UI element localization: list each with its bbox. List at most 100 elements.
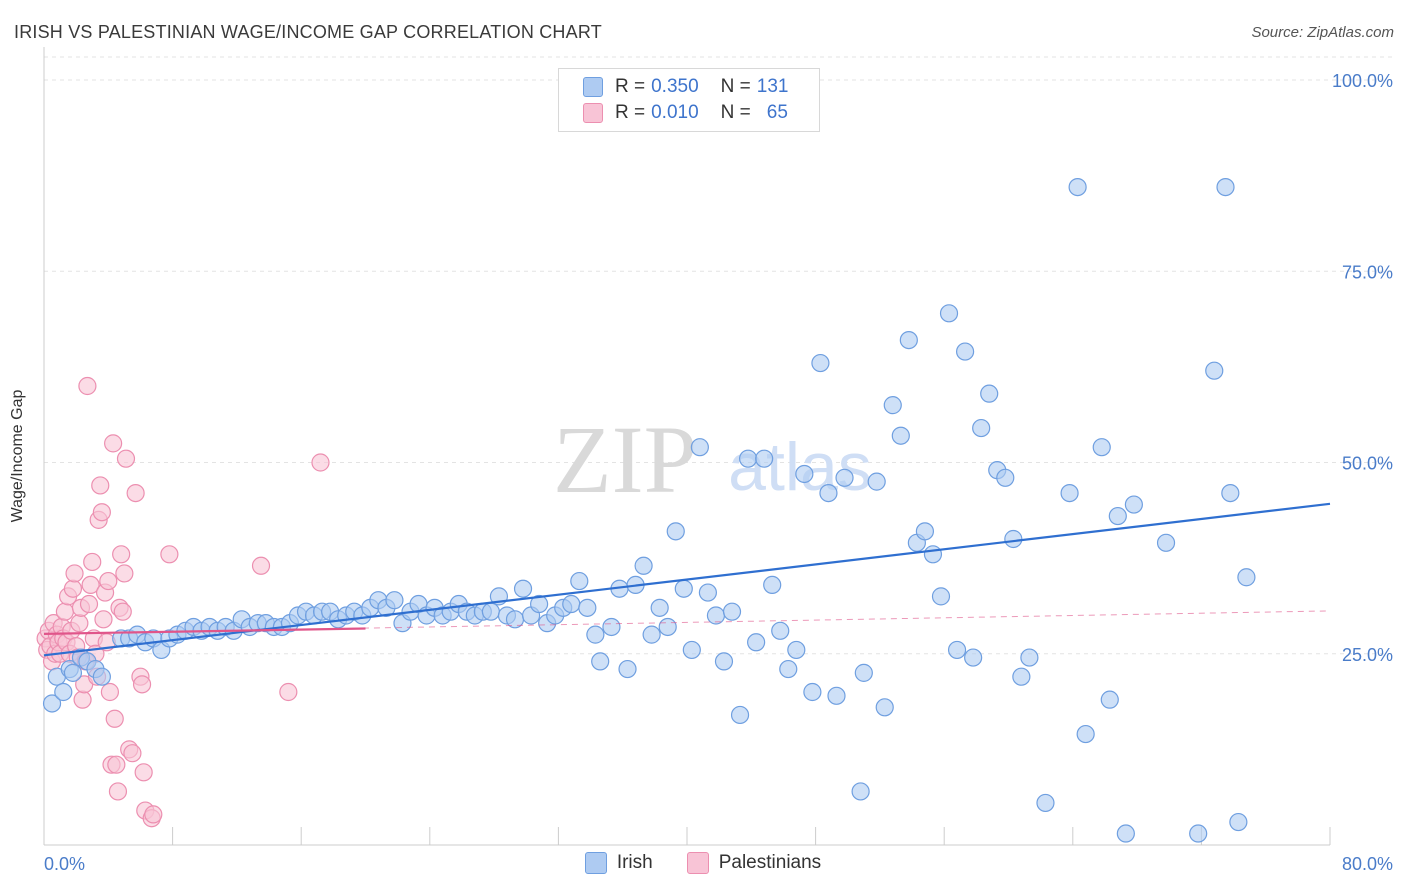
- irish-point: [682, 640, 701, 660]
- irish-point: [578, 598, 597, 617]
- irish-point: [811, 353, 830, 373]
- palestinians-point: [55, 602, 74, 621]
- palestinians-point: [160, 545, 179, 564]
- y-tick-label: 25.0%: [1342, 645, 1393, 665]
- irish-point: [923, 545, 943, 564]
- legend-r-value: 0.010: [651, 102, 699, 123]
- legend-n-label: N =: [720, 102, 751, 123]
- irish-point: [964, 648, 983, 667]
- x-tick-label: 80.0%: [1342, 854, 1393, 874]
- irish-point: [1124, 495, 1143, 514]
- legend-n-label: N =: [720, 76, 751, 97]
- irish-point: [1189, 824, 1208, 843]
- palestinians-point: [116, 449, 136, 468]
- irish-point: [92, 667, 111, 686]
- irish-point: [1068, 178, 1087, 197]
- legend-r-label: R =: [615, 102, 646, 123]
- irish-point: [1036, 793, 1055, 813]
- irish-point: [1116, 824, 1135, 843]
- palestinians-point: [94, 610, 113, 629]
- palestinians-points: [36, 376, 330, 828]
- irish-point: [666, 522, 685, 541]
- palestinians-point: [79, 594, 99, 614]
- palestinians-point: [134, 763, 153, 782]
- irish-point: [891, 426, 910, 445]
- irish-point: [803, 682, 822, 702]
- irish-point: [674, 579, 693, 598]
- palestinians-swatch: [686, 852, 709, 874]
- irish-point: [698, 583, 717, 602]
- legend-r-value: 0.350: [651, 76, 699, 97]
- irish-point: [771, 621, 790, 640]
- palestinians-point: [251, 556, 271, 575]
- irish-point: [690, 438, 709, 457]
- irish-point: [530, 594, 549, 614]
- irish-point: [747, 633, 766, 652]
- legend-row-palestinians: R = 0.010 N = 65: [583, 101, 788, 125]
- legend-item-palestinians[interactable]: Palestinians: [686, 852, 822, 874]
- palestinians-point: [132, 675, 152, 694]
- y-tick-label: 75.0%: [1342, 262, 1393, 282]
- series-legend: Irish Palestinians: [0, 852, 1406, 874]
- irish-point: [570, 571, 589, 591]
- palestinians-point: [279, 682, 298, 702]
- irish-point: [591, 652, 610, 671]
- palestinians-point: [107, 755, 126, 774]
- trend-lines: [43, 502, 1331, 657]
- irish-point: [1221, 484, 1240, 503]
- irish-point: [1004, 529, 1023, 549]
- palestinians-point: [144, 805, 163, 824]
- irish-point: [42, 694, 62, 713]
- legend-r-label: R =: [615, 76, 646, 97]
- legend-label-palestinians: Palestinians: [718, 852, 822, 873]
- tick-labels: 25.0% 50.0% 75.0% 100.0% 0.0% 80.0%: [44, 71, 1393, 874]
- irish-point: [1020, 648, 1039, 667]
- palestinians-point: [92, 503, 111, 522]
- irish-point: [980, 384, 999, 403]
- irish-point: [1205, 361, 1224, 380]
- irish-point: [385, 591, 404, 610]
- irish-point: [602, 617, 621, 637]
- irish-point: [854, 663, 873, 682]
- irish-swatch: [584, 852, 607, 874]
- palestinians-point: [108, 782, 128, 801]
- irish-point: [851, 782, 870, 801]
- irish-point: [819, 484, 838, 503]
- irish-point: [955, 342, 975, 361]
- legend-row-irish: R = 0.350 N = 131: [583, 75, 788, 99]
- irish-point: [1237, 568, 1256, 587]
- irish-point: [795, 464, 814, 484]
- irish-point: [730, 705, 750, 725]
- x-tick-label: 0.0%: [44, 854, 85, 874]
- legend-label-irish: Irish: [616, 852, 653, 873]
- palestinians-point: [78, 376, 97, 396]
- axes: [43, 47, 1331, 846]
- legend-n-value: 131: [756, 76, 789, 97]
- irish-point: [899, 331, 918, 350]
- grid-lines: [44, 56, 1392, 655]
- legend-item-irish[interactable]: Irish: [584, 852, 653, 874]
- irish-point: [650, 598, 669, 617]
- irish-point: [618, 659, 637, 679]
- palestinians-trend-line: [43, 627, 366, 635]
- palestinians-point: [99, 571, 118, 591]
- palestinians-point: [113, 602, 132, 621]
- chart-title: IRISH VS PALESTINIAN WAGE/INCOME GAP COR…: [14, 22, 602, 42]
- palestinians-point: [83, 552, 102, 572]
- irish-point: [755, 449, 774, 468]
- irish-point: [1060, 484, 1079, 503]
- irish-point: [931, 587, 951, 606]
- irish-point: [481, 602, 500, 621]
- palestinians-point: [63, 579, 83, 598]
- irish-trend-line: [43, 502, 1331, 657]
- irish-point: [1012, 667, 1031, 686]
- irish-point: [867, 472, 886, 491]
- irish-point: [634, 556, 653, 575]
- irish-point: [915, 522, 935, 541]
- palestinians-point: [115, 564, 134, 583]
- irish-point: [763, 575, 782, 595]
- palestinians-point: [311, 453, 330, 472]
- source-label: Source: ZipAtlas.com: [1251, 24, 1394, 41]
- irish-point: [827, 686, 846, 705]
- irish-point: [939, 304, 959, 323]
